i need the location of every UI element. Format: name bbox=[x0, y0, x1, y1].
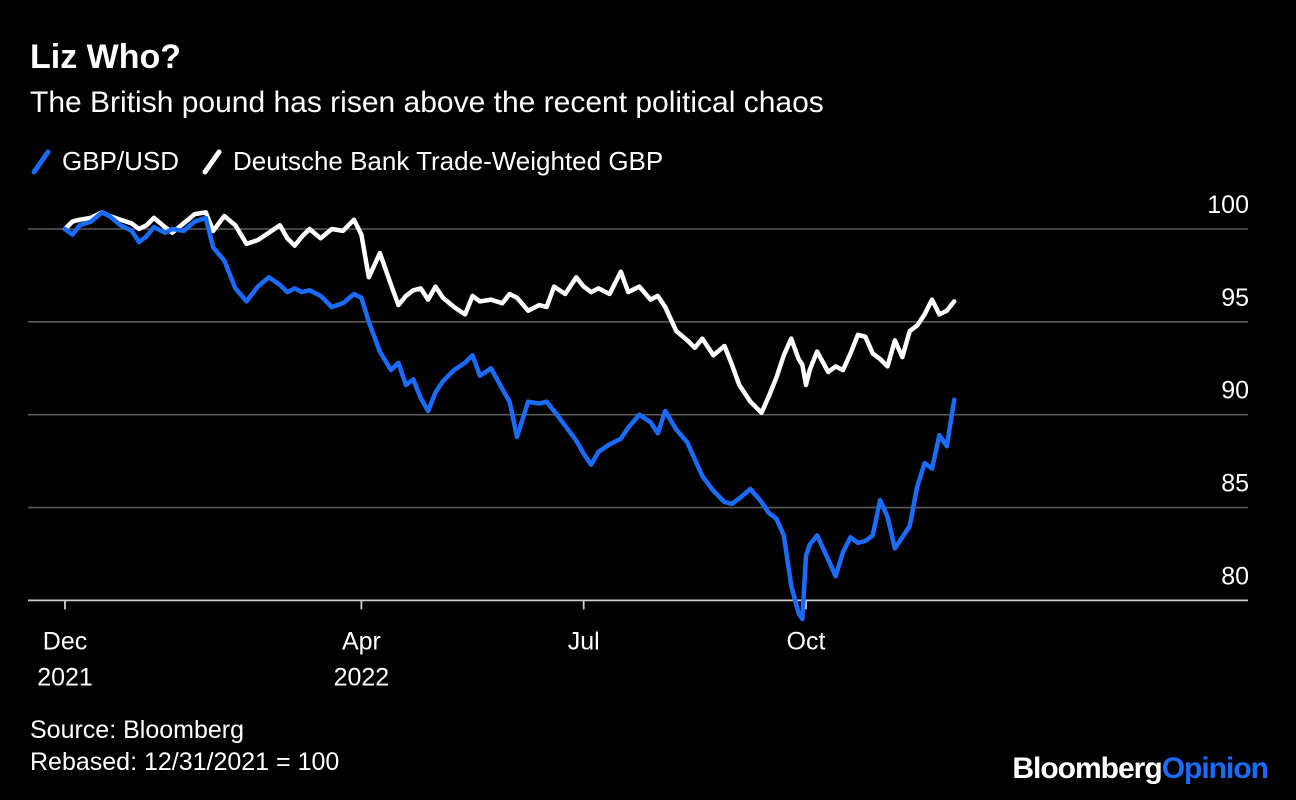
legend-item-gbp-usd: GBP/USD bbox=[30, 146, 179, 177]
legend: GBP/USD Deutsche Bank Trade-Weighted GBP bbox=[30, 146, 685, 177]
y-tick-label-100: 100 bbox=[1207, 191, 1249, 219]
rebase-note: Rebased: 12/31/2021 = 100 bbox=[30, 748, 340, 776]
legend-swatch-gbp-usd bbox=[31, 149, 51, 174]
x-tick-year-2022: 2022 bbox=[334, 663, 390, 691]
x-tick-label-dec: Dec bbox=[43, 627, 87, 655]
brand-logo: BloombergOpinion bbox=[1012, 752, 1269, 786]
brand-logo-bloomberg: Bloomberg bbox=[1012, 752, 1162, 785]
y-tick-label-85: 85 bbox=[1221, 470, 1249, 498]
legend-item-trade-weighted-gbp: Deutsche Bank Trade-Weighted GBP bbox=[201, 146, 663, 177]
brand-logo-opinion: Opinion bbox=[1161, 752, 1269, 785]
source-note: Source: Bloomberg bbox=[30, 716, 245, 744]
chart-title: Liz Who? bbox=[30, 38, 182, 76]
x-tick-year-2021: 2021 bbox=[37, 663, 93, 691]
series-line-trade-weighted-gbp bbox=[62, 210, 957, 416]
x-tick-label-jul: Jul bbox=[568, 627, 600, 655]
legend-swatch-trade-weighted-gbp bbox=[202, 149, 222, 174]
legend-label-gbp-usd: GBP/USD bbox=[62, 146, 180, 176]
series-line-gbp-usd bbox=[62, 210, 957, 622]
x-tick-label-apr: Apr bbox=[342, 627, 381, 655]
footer: Source: Bloomberg Rebased: 12/31/2021 = … bbox=[30, 714, 339, 778]
chart-subtitle: The British pound has risen above the re… bbox=[30, 86, 824, 119]
y-tick-label-90: 90 bbox=[1221, 377, 1249, 405]
y-tick-label-80: 80 bbox=[1221, 562, 1249, 590]
x-tick-label-oct: Oct bbox=[787, 627, 826, 655]
y-tick-label-95: 95 bbox=[1221, 284, 1249, 312]
legend-label-trade-weighted-gbp: Deutsche Bank Trade-Weighted GBP bbox=[233, 146, 664, 176]
